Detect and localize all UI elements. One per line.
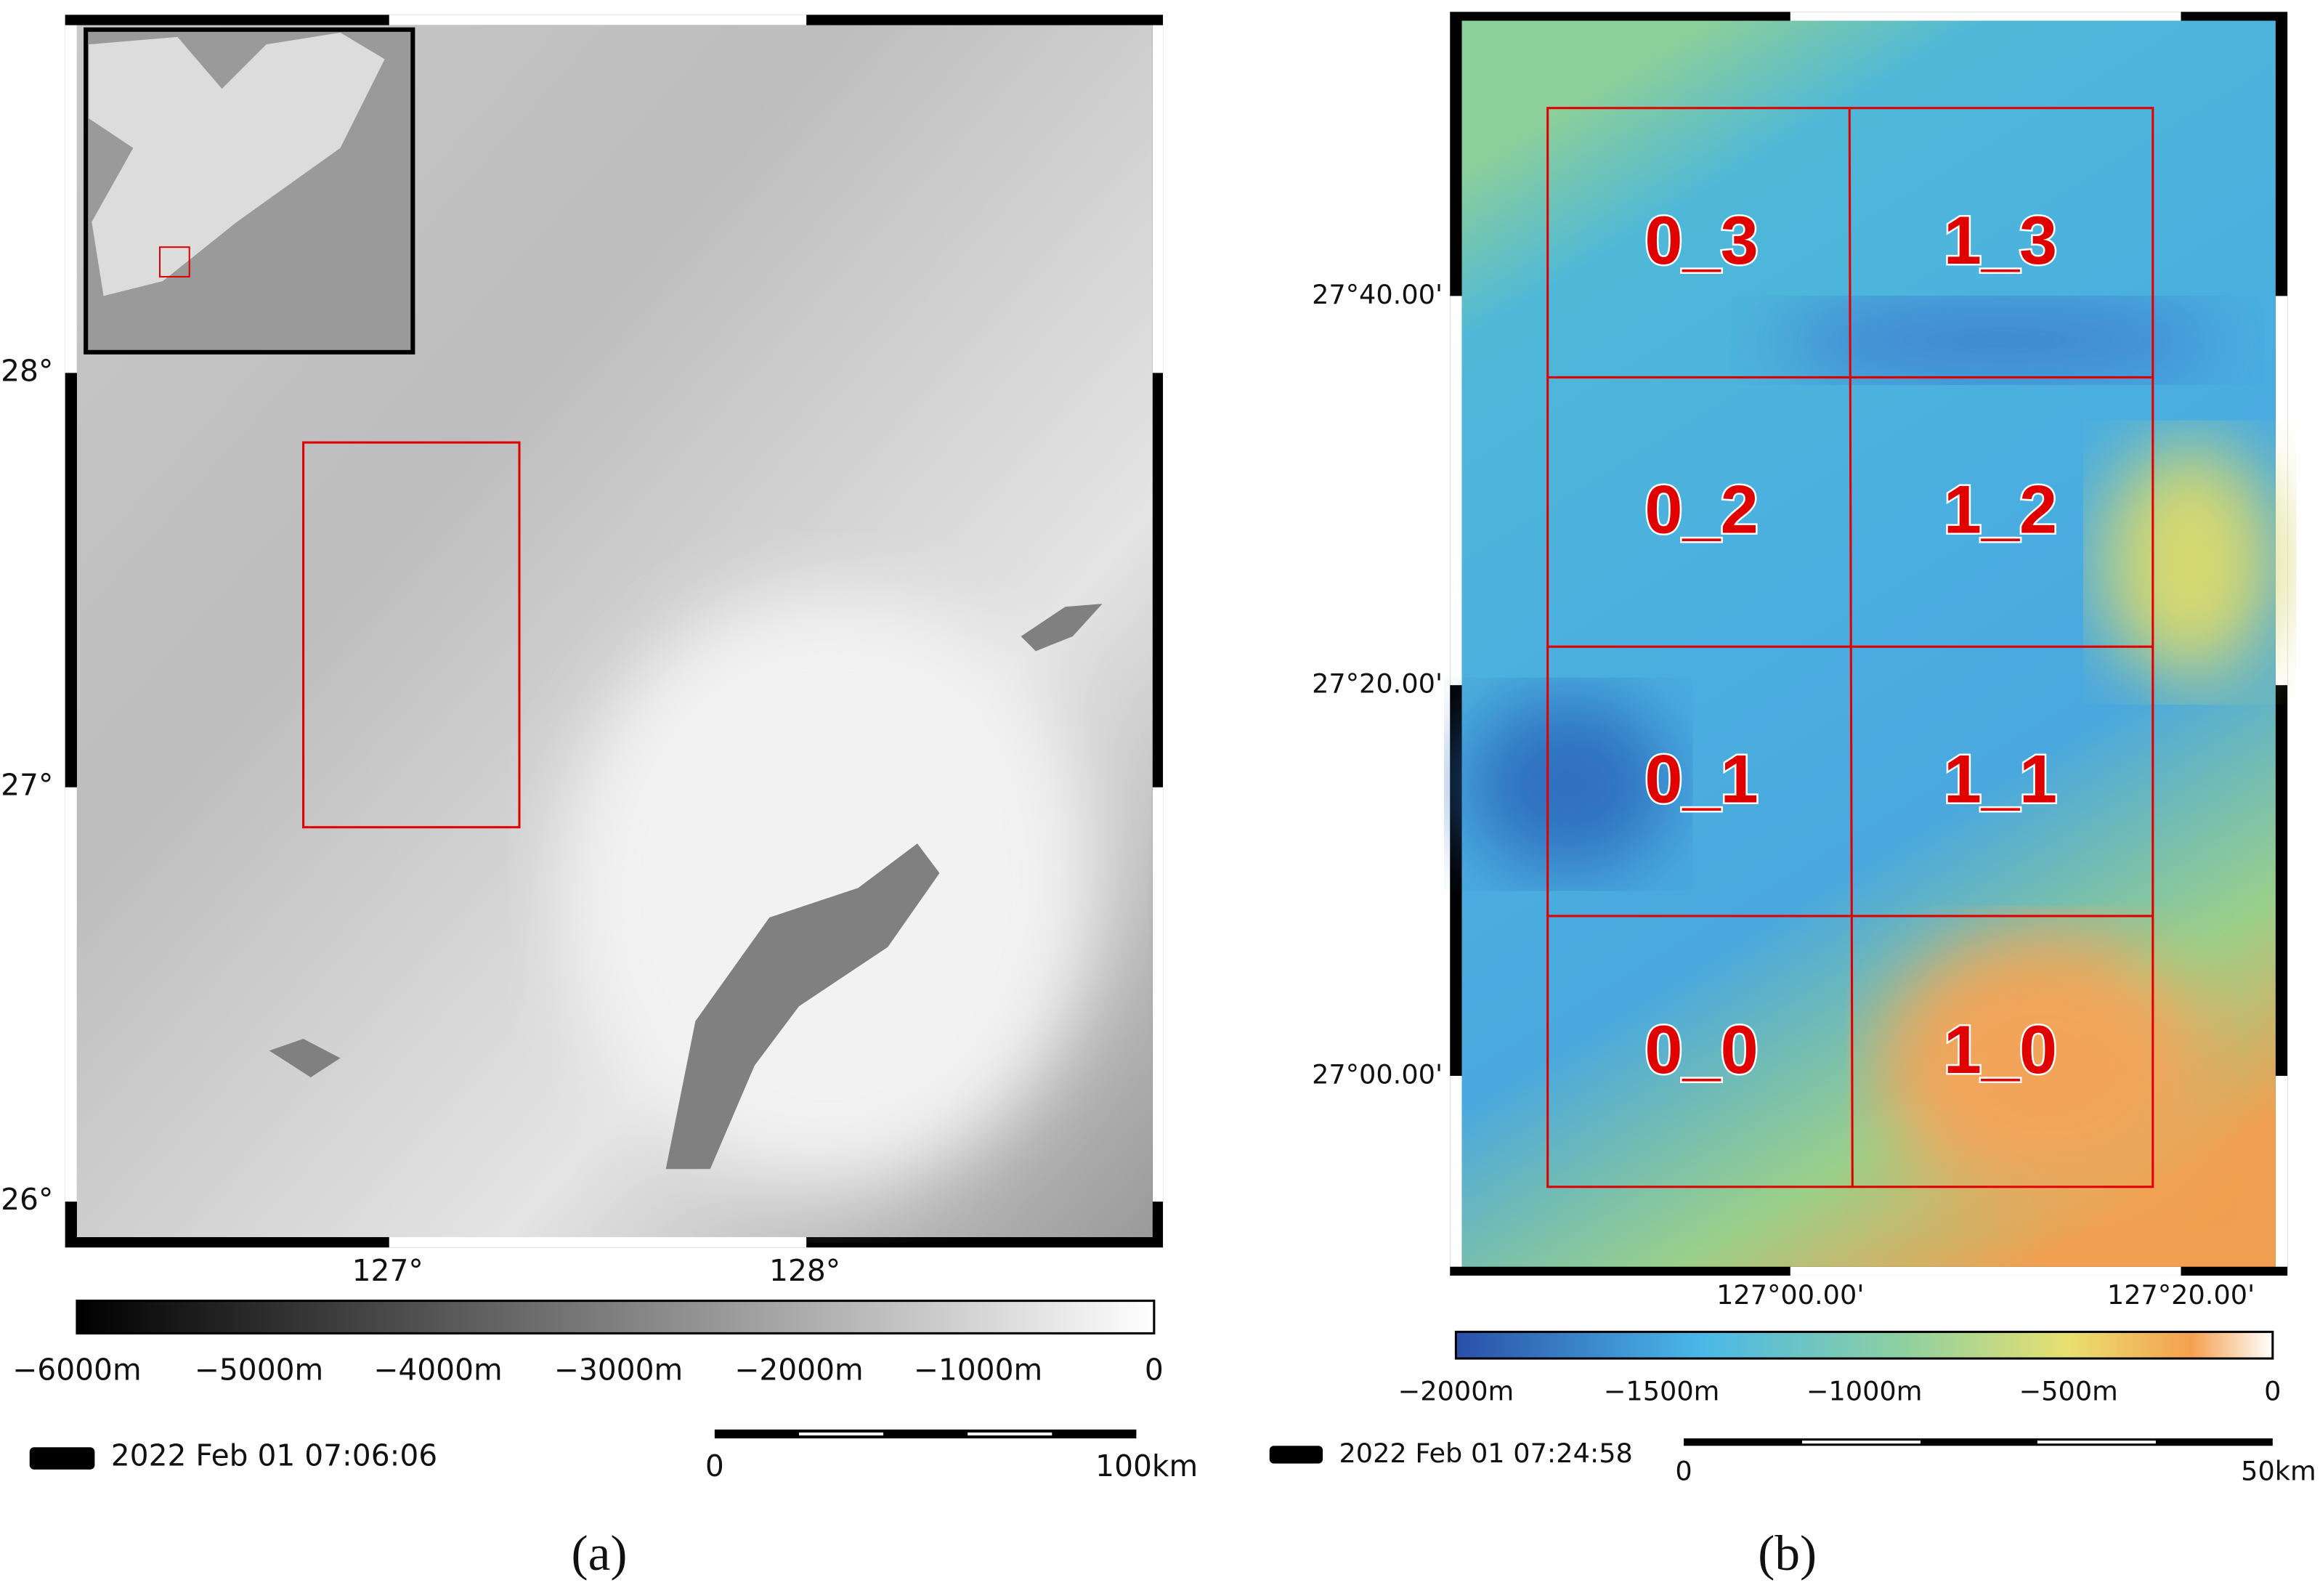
colorbar-label: −5000m [195, 1352, 323, 1387]
cell-label: 0_0 [1644, 1011, 1758, 1087]
colorbar-label: −500m [2019, 1375, 2118, 1406]
colorbar-label: −1000m [914, 1352, 1042, 1387]
scale-label: 0 [705, 1449, 724, 1483]
lon-label: 127° [352, 1253, 423, 1288]
cell-label: 1_0 [1944, 1011, 2057, 1087]
colorbar [76, 1300, 1156, 1334]
caption: (a) [572, 1525, 628, 1581]
cell-label: 1_3 [1944, 202, 2057, 278]
lat-label: 27°40.00' [1312, 279, 1443, 310]
panel-b: 0_3 1_3 0_2 1_2 0_1 1_1 0_0 1_0 27°40.00… [1269, 12, 2316, 1581]
timestamp: 2022 Feb 01 07:24:58 [1339, 1438, 1632, 1469]
cell-label: 0_3 [1644, 202, 1758, 278]
lat-label: 27°20.00' [1312, 668, 1443, 700]
colorbar-label: −2000m [734, 1352, 863, 1387]
lat-label: 26° [1, 1182, 53, 1217]
scale-label: 100km [1095, 1449, 1198, 1483]
colorbar-label: 0 [2264, 1375, 2281, 1406]
cell-label: 1_2 [1944, 471, 2057, 548]
colorbar-label: 0 [1145, 1352, 1164, 1387]
study-area [302, 441, 521, 829]
lat-label: 28° [1, 353, 53, 388]
colorbar-label: −4000m [373, 1352, 502, 1387]
scale-bar [714, 1429, 1137, 1439]
cell-label: 0_2 [1644, 471, 1758, 548]
island [1021, 604, 1103, 652]
colorbar [1454, 1330, 2274, 1360]
timestamp: 2022 Feb 01 07:06:06 [111, 1438, 437, 1473]
colorbar-label: −3000m [554, 1352, 683, 1387]
logo [1269, 1446, 1323, 1464]
cell-label: 0_1 [1644, 740, 1758, 817]
colorbar-label: −2000m [1398, 1375, 1514, 1406]
panel-a: 28° 27° 26° 127° 128° −6000m −5000m −400… [1, 15, 1198, 1581]
scale-bar [1684, 1438, 2273, 1446]
logo [29, 1447, 95, 1470]
lat-label: 27°00.00' [1312, 1058, 1443, 1090]
colorbar-label: −1500m [1604, 1375, 1720, 1406]
caption: (b) [1758, 1525, 1817, 1581]
cell-label: 1_1 [1944, 740, 2057, 817]
island [269, 1039, 341, 1078]
colorbar-label: −6000m [12, 1352, 141, 1387]
colorbar-label: −1000m [1806, 1375, 1923, 1406]
scale-label: 0 [1675, 1455, 1692, 1486]
lat-label: 27° [1, 768, 53, 803]
scale-label: 50km [2241, 1455, 2316, 1486]
lon-label: 127°20.00' [2107, 1279, 2255, 1311]
lon-label: 128° [769, 1253, 840, 1288]
island [665, 843, 940, 1170]
lon-label: 127°00.00' [1716, 1279, 1864, 1311]
grid [1546, 107, 2154, 1188]
